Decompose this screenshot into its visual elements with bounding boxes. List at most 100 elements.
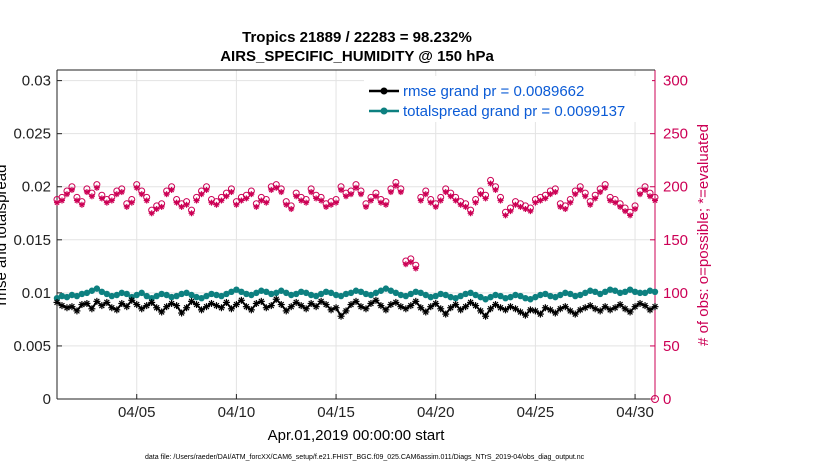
spread-point bbox=[153, 292, 160, 300]
spread-point bbox=[347, 289, 355, 297]
spread-point bbox=[362, 290, 370, 298]
obs-possible-point bbox=[148, 206, 156, 214]
spread-point bbox=[537, 291, 544, 299]
obs-possible-point bbox=[392, 178, 400, 186]
rmse-point bbox=[561, 303, 569, 311]
spread-point bbox=[352, 287, 360, 294]
spread-point bbox=[502, 294, 509, 302]
obs-possible-point bbox=[217, 193, 225, 201]
y-axis-label-right: # of obs: o=possible; *=evaluated bbox=[695, 124, 712, 346]
spread-point bbox=[337, 292, 345, 300]
spread-point bbox=[173, 292, 180, 300]
obs-possible-point bbox=[247, 187, 255, 195]
rmse-point bbox=[467, 298, 475, 306]
rmse-point bbox=[362, 305, 370, 313]
rmse-point bbox=[287, 303, 295, 311]
obs-possible-point bbox=[477, 187, 485, 195]
rmse-point bbox=[447, 304, 455, 312]
obs-possible-point bbox=[571, 187, 579, 195]
plot-area bbox=[57, 70, 655, 399]
obs-possible-point bbox=[576, 183, 584, 191]
x-tick-label: 04/25 bbox=[517, 404, 555, 421]
rmse-point bbox=[337, 312, 345, 320]
obs-possible-point bbox=[646, 189, 654, 197]
spread-point bbox=[437, 290, 444, 298]
obs-possible-point bbox=[631, 202, 639, 210]
spread-point bbox=[447, 293, 454, 301]
rmse-point bbox=[492, 301, 500, 309]
rmse-point bbox=[277, 301, 285, 309]
obs-possible-point bbox=[163, 187, 171, 195]
rmse-point bbox=[93, 297, 101, 305]
obs-possible-point bbox=[227, 185, 235, 193]
spread-point bbox=[253, 289, 260, 297]
obs-possible-point bbox=[118, 185, 126, 193]
rmse-point bbox=[382, 306, 390, 314]
spread-point bbox=[582, 289, 589, 297]
spread-point bbox=[103, 290, 111, 298]
spread-point bbox=[178, 290, 185, 298]
obs-possible-point bbox=[292, 189, 300, 197]
spread-point bbox=[63, 293, 71, 301]
spread-point bbox=[497, 292, 504, 300]
spread-point bbox=[113, 291, 121, 299]
rmse-point bbox=[402, 305, 410, 313]
spread-point bbox=[268, 290, 275, 298]
spread-point bbox=[143, 292, 150, 300]
spread-point bbox=[651, 288, 659, 296]
rmse-point bbox=[477, 307, 485, 315]
spread-point bbox=[482, 296, 489, 303]
rmse-point bbox=[282, 307, 290, 315]
obs-possible-point bbox=[128, 195, 136, 203]
obs-possible-point bbox=[437, 193, 445, 201]
obs-possible-point bbox=[611, 195, 619, 203]
obs-possible-point bbox=[143, 193, 151, 201]
spread-point bbox=[587, 287, 594, 294]
data-file-footer: data file: /Users/raeder/DAI/ATM_forcXX/… bbox=[145, 454, 585, 461]
spread-point bbox=[601, 288, 609, 296]
obs-possible-point bbox=[138, 187, 146, 195]
spread-point bbox=[163, 291, 170, 299]
obs-possible-point bbox=[641, 183, 649, 191]
rmse-point bbox=[193, 301, 201, 309]
legend: rmse grand pr = 0.0089662 totalspread gr… bbox=[364, 76, 652, 122]
spread-point bbox=[158, 290, 165, 298]
spread-point bbox=[562, 289, 569, 297]
spread-point bbox=[88, 287, 96, 294]
spread-point bbox=[572, 292, 579, 300]
y-left-tick-label: 0.03 bbox=[22, 73, 51, 90]
obs-possible-point bbox=[407, 255, 415, 263]
spread-point bbox=[611, 287, 619, 294]
obs-possible-point bbox=[467, 206, 475, 214]
spread-point bbox=[432, 292, 439, 300]
spread-point bbox=[492, 291, 499, 299]
obs-possible-point bbox=[502, 208, 509, 216]
spread-point bbox=[278, 287, 285, 294]
obs-possible-point bbox=[78, 198, 86, 206]
rmse-point bbox=[178, 309, 186, 317]
axes: 04/05 04/10 04/15 04/20 04/25 04/30 0 0.005 0.01… bbox=[13, 69, 688, 421]
rmse-point bbox=[88, 305, 96, 313]
spread-point bbox=[273, 289, 280, 297]
spread-point bbox=[377, 287, 385, 294]
legend-spread-marker bbox=[380, 107, 388, 115]
spread-point bbox=[297, 288, 305, 296]
obs-possible-point bbox=[452, 193, 460, 201]
rmse-point bbox=[53, 298, 61, 306]
obs-possible-point bbox=[68, 183, 76, 191]
obs-possible-point bbox=[63, 187, 71, 195]
rmse-point bbox=[511, 305, 519, 313]
legend-spread-label: totalspread grand pr = 0.0099137 bbox=[403, 103, 625, 120]
rmse-point bbox=[601, 303, 609, 311]
obs-possible-point bbox=[108, 193, 116, 201]
rmse-point bbox=[133, 301, 141, 309]
spread-point bbox=[183, 289, 190, 297]
spread-point bbox=[233, 286, 240, 293]
rmse-point bbox=[651, 303, 659, 311]
spread-point bbox=[631, 288, 639, 296]
rmse-point bbox=[516, 308, 524, 316]
spread-point bbox=[193, 293, 200, 301]
spread-point bbox=[472, 291, 479, 299]
obs-possible-point bbox=[337, 183, 345, 191]
spread-point bbox=[93, 285, 101, 292]
